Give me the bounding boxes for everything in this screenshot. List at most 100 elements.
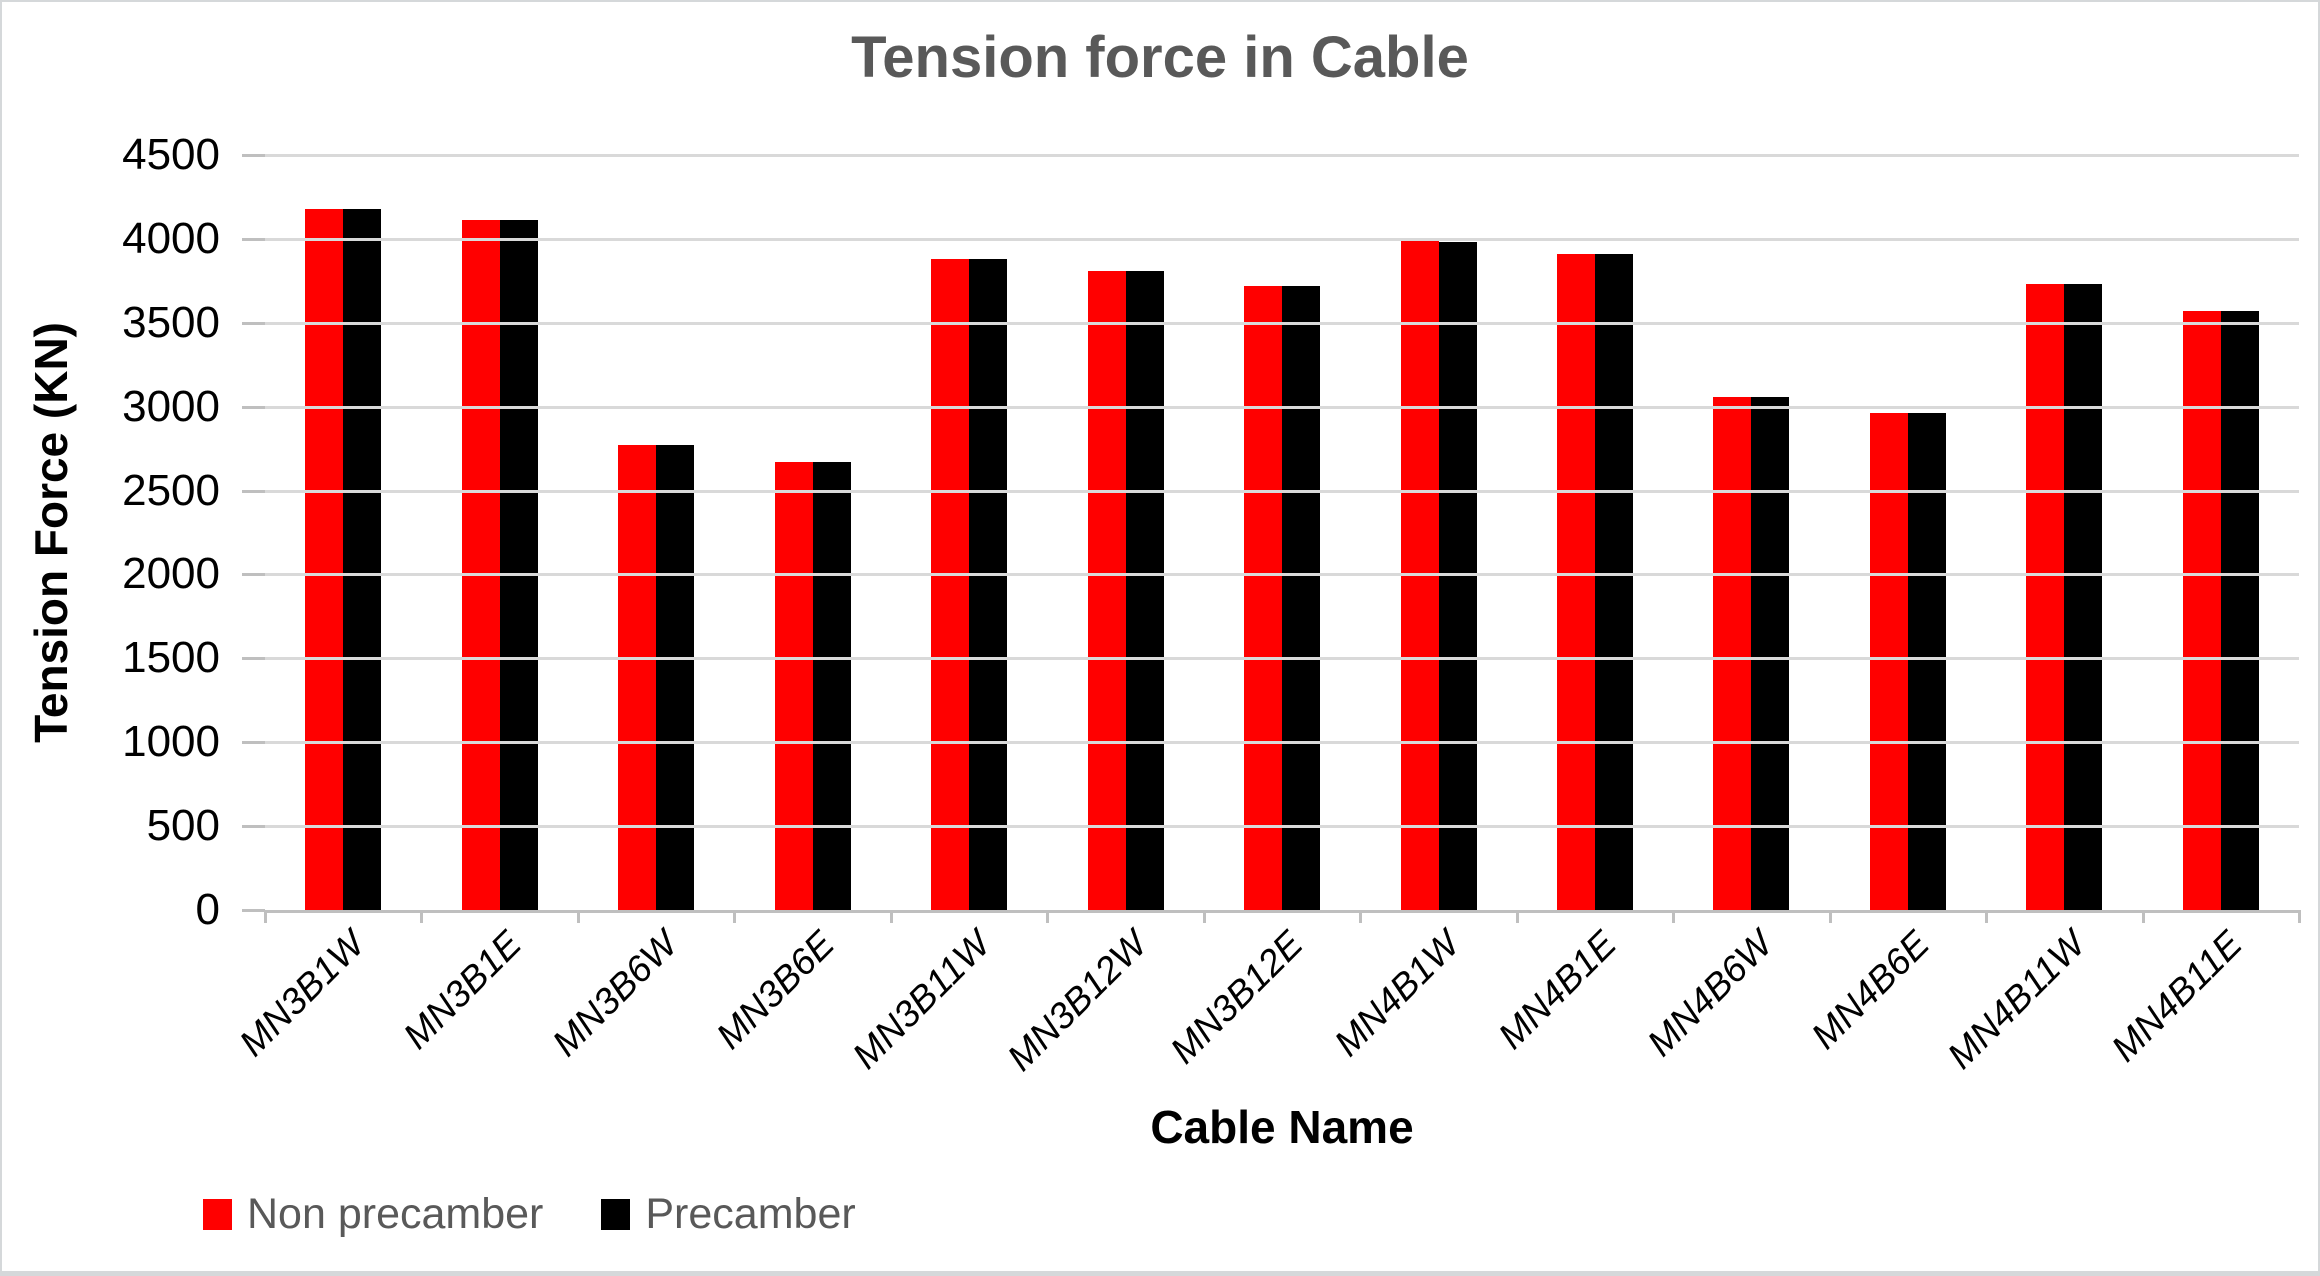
x-axis-labels: MN3B1W MN3B1E MN3B6W MN3B6E MN3B11W MN3B12W MN… — [231, 923, 2299, 1093]
bar-non-precamber — [305, 208, 344, 910]
x-tick-mark — [1828, 910, 1832, 923]
plot-area — [264, 154, 2301, 923]
gridline — [265, 657, 2299, 661]
y-tick-mark — [242, 909, 265, 912]
x-tick-mark — [2141, 910, 2145, 923]
y-tick-label: 2500 — [122, 465, 220, 515]
category-slot-mn3b12e — [1204, 155, 1360, 910]
chart-title: Tension force in Cable — [851, 25, 1469, 90]
category-slot-mn4b11e — [2143, 155, 2299, 910]
x-tick-mark — [733, 910, 737, 923]
bar-non-precamber — [774, 462, 813, 910]
x-tick-mark — [889, 910, 893, 923]
bar-precamber — [2220, 311, 2259, 910]
bar-non-precamber — [618, 445, 657, 910]
legend-item-precamber: Precamber — [601, 1186, 856, 1242]
y-tick-mark — [242, 489, 265, 493]
x-tick-label: MN4B1W — [1326, 923, 1468, 1064]
bar-precamber — [499, 220, 538, 910]
bar-precamber — [969, 259, 1008, 910]
x-axis-title: Cable Name — [1150, 1101, 1414, 1153]
y-tick-label: 1000 — [122, 717, 220, 767]
y-tick-mark — [242, 321, 265, 325]
bar-precamber — [343, 208, 382, 910]
bar-precamber — [812, 462, 851, 910]
bar-precamber — [656, 445, 695, 910]
category-slot-mn3b12w — [1047, 155, 1203, 910]
x-tick-label: MN3B6E — [707, 923, 842, 1057]
x-tick-mark — [264, 910, 267, 923]
y-tick-label: 1500 — [122, 633, 220, 683]
y-tick-label: 500 — [146, 801, 220, 851]
x-tick-label: MN4B6E — [1803, 923, 1937, 1057]
bars-layer — [265, 155, 2299, 910]
y-tick-mark — [242, 405, 265, 409]
y-tick-mark — [242, 741, 265, 745]
gridline — [265, 237, 2299, 241]
bar-precamber — [1125, 270, 1164, 910]
x-tick-label: MN4B11E — [2103, 923, 2250, 1070]
x-tick-mark — [2298, 910, 2301, 923]
x-tick-mark — [576, 910, 580, 923]
y-tick-label: 3500 — [122, 297, 220, 347]
x-tick-mark — [1985, 910, 1989, 923]
x-tick-label: MN4B1E — [1490, 923, 1624, 1057]
gridline — [265, 573, 2299, 577]
x-tick-label: MN4B6W — [1639, 923, 1781, 1064]
x-axis-line — [265, 910, 2299, 913]
legend-label: Precamber — [645, 1190, 856, 1238]
x-tick-mark — [1515, 910, 1519, 923]
y-tick-label: 4500 — [122, 130, 220, 179]
y-tick-mark — [242, 825, 265, 829]
bar-precamber — [1751, 396, 1790, 910]
x-tick-label: MN3B12E — [1162, 923, 1311, 1072]
category-slot-mn4b1e — [1517, 155, 1673, 910]
category-slot-mn3b1w — [265, 155, 421, 910]
category-slot-mn4b1w — [1360, 155, 1516, 910]
bar-non-precamber — [1713, 396, 1752, 910]
y-tick-mark — [242, 237, 265, 241]
bar-non-precamber — [1869, 413, 1908, 910]
bar-precamber — [1594, 254, 1633, 910]
bar-non-precamber — [461, 220, 500, 910]
y-tick-mark — [242, 573, 265, 577]
gridline — [265, 154, 2299, 157]
bar-non-precamber — [1244, 285, 1283, 910]
bar-non-precamber — [2182, 311, 2221, 910]
category-slot-mn4b6e — [1830, 155, 1986, 910]
x-tick-mark — [1359, 910, 1363, 923]
legend-item-non-precamber: Non precamber — [203, 1186, 543, 1242]
x-tick-mark — [420, 910, 424, 923]
category-slot-mn3b6w — [578, 155, 734, 910]
x-tick-label: MN3B1W — [231, 923, 373, 1064]
category-slot-mn4b6w — [1673, 155, 1829, 910]
y-tick-label: 2000 — [122, 549, 220, 599]
y-tick-label: 3000 — [122, 381, 220, 431]
x-tick-mark — [1672, 910, 1676, 923]
gridline — [265, 741, 2299, 745]
x-tick-label: MN3B12W — [999, 923, 1155, 1079]
y-tick-label: 4000 — [122, 213, 220, 263]
x-tick-mark — [1046, 910, 1050, 923]
y-tick-label: 0 — [195, 885, 220, 934]
bar-non-precamber — [1087, 270, 1126, 910]
x-tick-mark — [1202, 910, 1206, 923]
category-slot-mn3b6e — [734, 155, 890, 910]
y-tick-mark — [242, 154, 265, 157]
x-tick-label: MN3B1E — [395, 923, 529, 1057]
bar-precamber — [2064, 284, 2103, 910]
legend-swatch — [601, 1198, 631, 1230]
bar-non-precamber — [1556, 254, 1595, 910]
gridline — [265, 489, 2299, 493]
legend: Non precamber Precamber — [203, 1186, 856, 1242]
category-slot-mn4b11w — [1986, 155, 2142, 910]
bar-non-precamber — [931, 259, 970, 910]
y-axis-title-wrap: Tension Force (KN) — [14, 155, 88, 910]
category-slot-mn3b1e — [421, 155, 577, 910]
legend-swatch — [203, 1198, 232, 1230]
bar-non-precamber — [2026, 284, 2065, 910]
gridline — [265, 405, 2299, 409]
y-tick-mark — [242, 657, 265, 661]
bar-precamber — [1907, 413, 1946, 910]
